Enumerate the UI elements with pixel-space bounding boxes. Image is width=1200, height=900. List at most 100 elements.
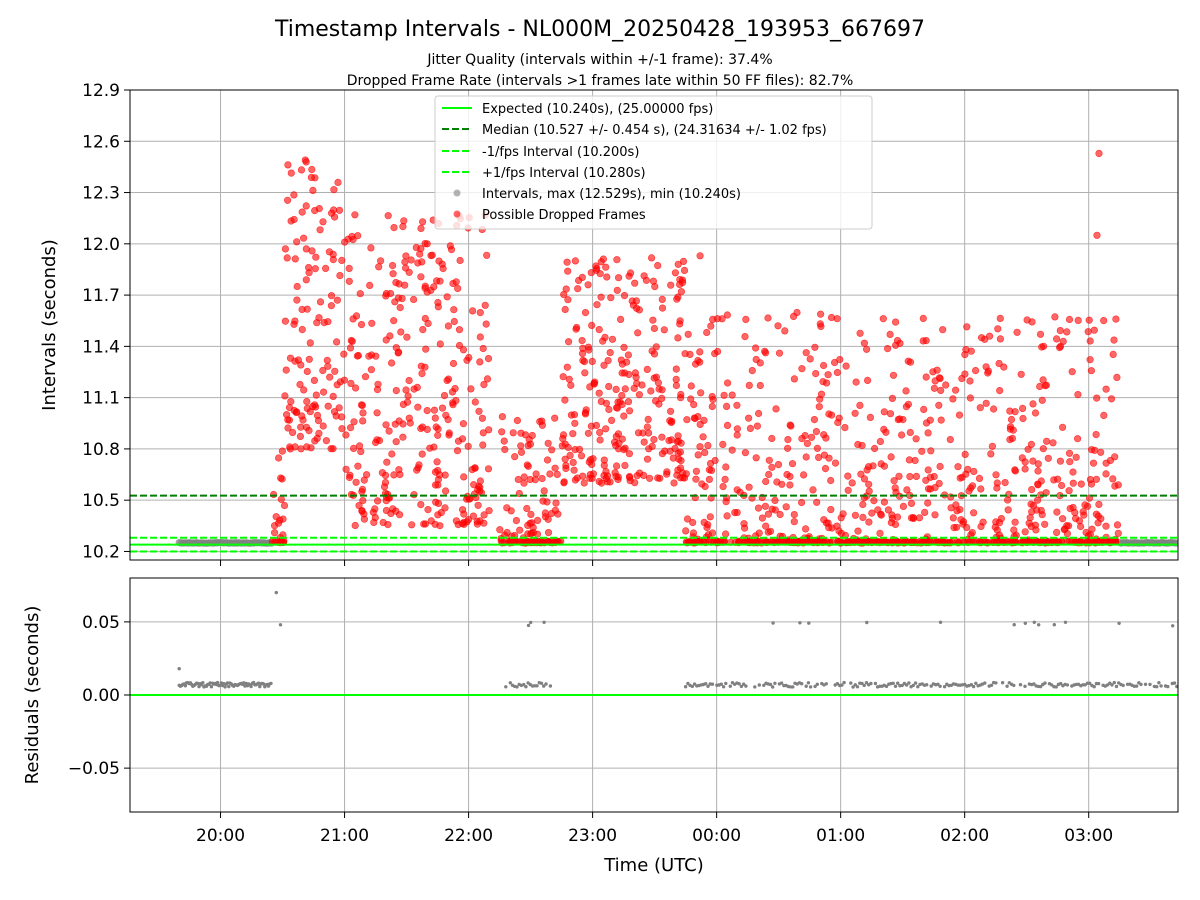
residual-point — [249, 684, 253, 689]
dropped-frame-point — [742, 315, 750, 324]
dropped-frame-point — [611, 469, 619, 477]
residual-point — [860, 681, 864, 686]
dropped-frame-point — [949, 514, 957, 522]
residual-point — [1148, 682, 1152, 687]
dropped-frame-point — [689, 518, 697, 527]
residual-point — [971, 684, 976, 689]
dropped-frame-point — [391, 298, 399, 306]
dropped-frame-point — [987, 450, 995, 458]
dropped-frame-point — [333, 338, 341, 346]
dropped-frame-point — [788, 460, 797, 468]
dropped-frame-point — [444, 375, 453, 383]
dropped-frame-point — [1019, 414, 1027, 423]
dropped-frame-point — [311, 207, 319, 215]
dropped-frame-point — [419, 218, 427, 226]
dropped-frame-point — [573, 474, 581, 482]
residual-point — [896, 681, 900, 685]
dropped-frame-point — [784, 436, 792, 444]
residual-point-high — [1037, 623, 1041, 627]
dropped-frame-point — [1000, 363, 1008, 371]
dropped-frame-point — [652, 343, 660, 351]
dropped-frame-point — [887, 453, 895, 461]
dropped-frame-point — [478, 414, 487, 422]
dropped-frame-point — [741, 333, 749, 341]
dropped-frame-point — [436, 277, 444, 285]
dropped-frame-point — [584, 429, 593, 437]
residual-point — [225, 681, 230, 685]
dropped-frame-point — [434, 431, 442, 439]
dropped-frame-point — [728, 446, 736, 454]
dropped-frame-point — [285, 416, 294, 424]
dropped-frame-point — [476, 309, 484, 317]
dropped-frame-point — [423, 288, 431, 296]
dropped-frame-point — [290, 215, 298, 224]
dropped-frame-point — [595, 477, 603, 486]
dropped-frame-point — [463, 356, 471, 364]
dropped-frame-point — [683, 515, 692, 523]
residuals-y-ticks: 0.05 0.00 −0.05 — [68, 613, 130, 779]
dropped-frame-point — [300, 234, 308, 242]
dropped-frame-point — [399, 433, 407, 441]
dropped-frame-point — [670, 479, 678, 487]
dropped-frame-point — [666, 447, 674, 455]
dropped-frame-point — [345, 473, 354, 482]
dropped-frame-point — [612, 385, 620, 394]
dropped-frame-point — [430, 406, 439, 414]
dropped-frame-point — [617, 356, 625, 364]
dropped-frame-point — [783, 444, 792, 452]
dropped-frame-point — [758, 514, 767, 522]
residual-point — [710, 682, 715, 686]
dropped-frame-point — [316, 226, 324, 234]
intervals-ytick-label: 12.0 — [82, 235, 120, 255]
dropped-frame-point — [586, 474, 594, 482]
dropped-frame-point — [479, 441, 487, 449]
dropped-frame-point — [650, 436, 658, 444]
dropped-frame-point — [322, 437, 331, 445]
dropped-frame-point — [564, 338, 573, 346]
residual-point — [744, 684, 748, 688]
dropped-frame-point — [713, 315, 722, 323]
dropped-frame-point — [480, 511, 488, 519]
dropped-frame-point — [691, 360, 700, 368]
dropped-frame-point — [1021, 458, 1029, 466]
dropped-frame-point — [460, 473, 468, 481]
dropped-frame-point — [643, 455, 652, 463]
dropped-frame-point — [449, 359, 458, 368]
dropped-frame-point — [327, 292, 336, 300]
dropped-frame-point — [997, 514, 1006, 523]
dropped-frame-point — [359, 417, 367, 425]
residual-point-high — [1023, 621, 1027, 625]
dropped-frame-point — [802, 349, 810, 357]
dropped-frame-point — [367, 366, 376, 374]
dropped-frame-point — [674, 437, 683, 445]
dropped-frame-outlier — [417, 224, 425, 232]
dropped-frame-point — [877, 511, 885, 519]
dropped-frame-point — [1053, 508, 1061, 516]
dropped-frame-point — [993, 484, 1001, 492]
dropped-frame-point — [303, 404, 311, 413]
dropped-frame-point — [816, 395, 824, 403]
residual-point — [913, 681, 918, 685]
dropped-frame-point — [768, 463, 776, 471]
dropped-frame-point — [517, 442, 525, 450]
dropped-frame-point — [824, 371, 832, 379]
residual-point — [855, 685, 860, 689]
residual-point — [223, 685, 227, 689]
dropped-frame-point — [813, 444, 822, 452]
dropped-frame-point — [300, 386, 308, 394]
dropped-frame-point — [514, 475, 522, 484]
dropped-frame-point — [707, 322, 715, 330]
residual-point — [1000, 681, 1005, 685]
dropped-frame-point — [1074, 391, 1082, 399]
dropped-frame-point — [433, 458, 441, 466]
residual-point — [936, 682, 940, 686]
dropped-frame-point — [751, 344, 760, 352]
dropped-frame-point — [888, 394, 897, 403]
dropped-frame-point — [387, 509, 395, 518]
dropped-frame-point — [620, 412, 628, 420]
dropped-frame-point — [1011, 518, 1019, 526]
residual-point — [791, 685, 795, 689]
dropped-frame-point — [605, 382, 613, 391]
dropped-frame-point — [338, 413, 346, 421]
dropped-frame-point — [694, 413, 702, 421]
